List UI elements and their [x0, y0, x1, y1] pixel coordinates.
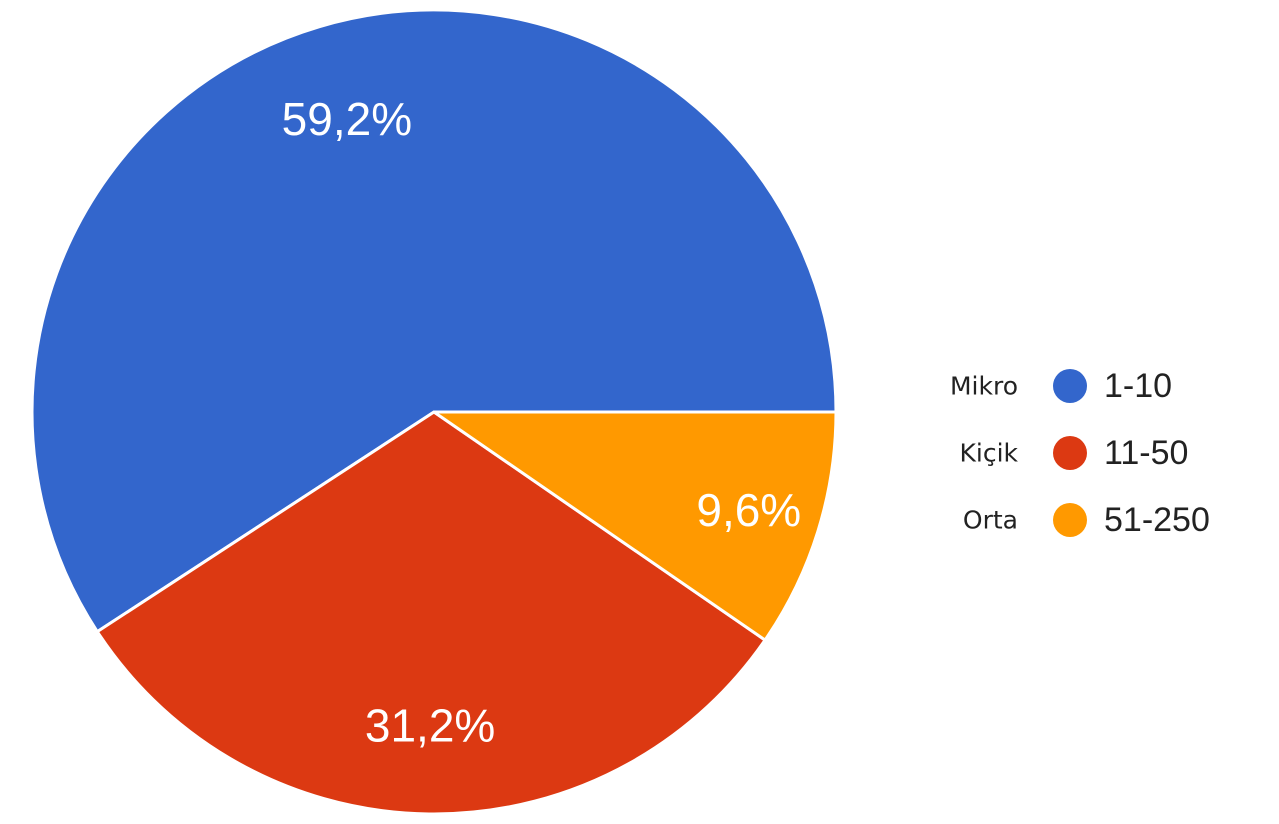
slice-value-label-1-10: 59,2%	[282, 93, 412, 145]
slice-value-label-11-50: 31,2%	[365, 700, 495, 752]
legend-prefix: Mikro	[950, 372, 1018, 401]
legend-swatch	[1053, 436, 1087, 470]
pie-slice-51-250	[432, 410, 838, 642]
legend-swatch	[1053, 369, 1087, 403]
legend-label: 1-10	[1104, 367, 1172, 405]
legend-swatch	[1053, 503, 1087, 537]
slice-value-label-51-250: 9,6%	[696, 484, 801, 536]
legend-prefix: Orta	[963, 506, 1018, 535]
pie-slice-11-50	[95, 410, 767, 816]
legend-label: 51-250	[1104, 501, 1210, 539]
pie-slice-labels: 59,2% 31,2% 9,6%	[282, 93, 802, 751]
pie-slices	[30, 8, 838, 816]
legend-prefix: Kiçik	[959, 439, 1018, 468]
pie-slice-1-10	[30, 8, 838, 634]
legend-label: 11-50	[1104, 434, 1188, 472]
legend: Mikro 1-10 Kiçik 11-50 Orta 51-250	[950, 367, 1210, 539]
legend-item-51-250: Orta 51-250	[963, 501, 1210, 539]
legend-item-1-10: Mikro 1-10	[950, 367, 1172, 405]
legend-item-11-50: Kiçik 11-50	[959, 434, 1188, 472]
